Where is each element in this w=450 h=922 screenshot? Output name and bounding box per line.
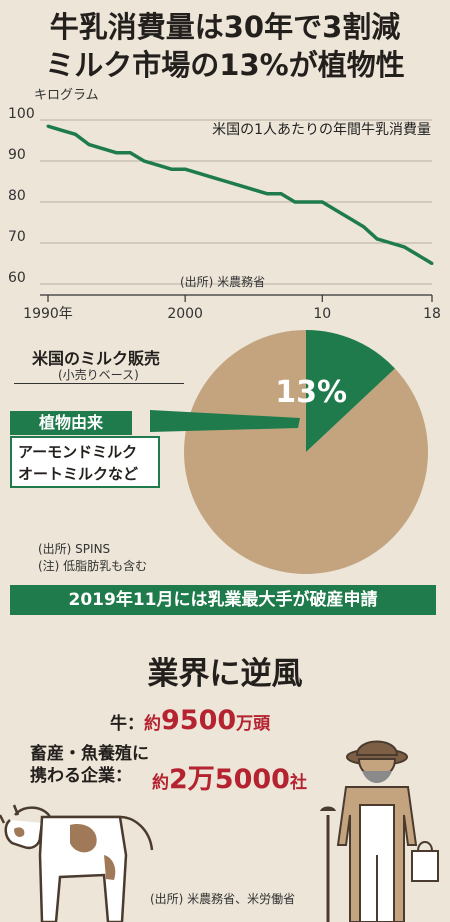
data-point: [279, 192, 283, 196]
y-tick-labels: 100 90 80 70 60: [8, 106, 35, 286]
data-point: [156, 163, 160, 167]
data-point: [73, 132, 77, 136]
data-point: [348, 216, 352, 220]
pie-source: (出所) SPINS: [38, 542, 111, 556]
business-unit: 社: [289, 773, 307, 793]
data-point: [197, 171, 201, 175]
callout-detail-line-2: オートミルクなど: [18, 465, 139, 483]
x-tick-label: 10: [313, 306, 331, 322]
business-value: 2万5000: [169, 764, 290, 795]
pie-slice-dairy: [183, 330, 428, 574]
callout-detail-box: アーモンドミルク オートミルクなど: [10, 436, 160, 488]
pie-chart-subtitle: (小売りベース): [58, 368, 139, 382]
business-label-line-2: 携わる企業：: [30, 766, 132, 786]
news-banner: 2019年11月には乳業最大手が破産申請: [10, 585, 436, 615]
business-count: 約2万5000社: [152, 757, 307, 796]
data-point: [238, 184, 242, 188]
headline-line-1: 牛乳消費量は30年で3割減: [49, 10, 401, 44]
y-tick-label: 80: [8, 188, 26, 204]
callout-detail-line-1: アーモンドミルク: [18, 443, 138, 461]
line-chart-title: 米国の1人あたりの年間牛乳消費量: [212, 122, 431, 138]
data-point: [375, 237, 379, 241]
data-point: [265, 192, 269, 196]
chart-grid: [40, 119, 432, 285]
x-tick-label: 1990年: [23, 306, 73, 322]
cow-illustration: [0, 804, 154, 922]
pie-note: (注) 低脂肪乳も含む: [38, 559, 148, 573]
y-tick-label: 90: [8, 147, 26, 163]
pie-chart-title: 米国のミルク販売: [32, 349, 161, 368]
business-label-block: 畜産・魚養殖に 携わる企業：: [30, 743, 149, 787]
data-point: [389, 241, 393, 245]
data-point: [416, 253, 420, 257]
x-tick-labels: 1990年 2000 10 18: [23, 295, 441, 322]
line-chart-source: (出所) 米農務省: [180, 275, 265, 289]
data-point: [403, 245, 407, 249]
data-point: [46, 124, 50, 128]
data-point: [87, 143, 91, 147]
data-point: [115, 151, 119, 155]
data-point: [142, 159, 146, 163]
industry-heading: 業界に逆風: [147, 656, 303, 692]
y-tick-label: 100: [8, 106, 35, 122]
data-point: [183, 167, 187, 171]
x-tick-label: 2000: [167, 306, 203, 322]
consumption-series-points: [46, 124, 434, 265]
cattle-value: 9500: [161, 705, 237, 736]
data-point: [101, 147, 105, 151]
line-chart: 100 90 80 70 60 キログラム 米国の1人あたりの年間牛乳消費量 (出所) …: [8, 88, 441, 322]
y-tick-label: 60: [8, 270, 26, 286]
pie-slice-plant-based: [306, 330, 395, 452]
data-point: [252, 188, 256, 192]
data-point: [169, 167, 173, 171]
headline-line-2: ミルク市場の13%が植物性: [45, 48, 405, 82]
data-point: [430, 262, 434, 265]
data-point: [320, 200, 324, 204]
callout-pointer: [150, 410, 300, 432]
cattle-prefix: 約: [144, 714, 161, 734]
data-point: [361, 225, 365, 229]
data-point: [334, 208, 338, 212]
data-point: [224, 180, 228, 183]
callout-label: 植物由来: [10, 411, 132, 435]
y-tick-label: 70: [8, 229, 26, 245]
data-point: [293, 200, 297, 204]
data-point: [307, 200, 311, 204]
title-underline: [14, 383, 184, 384]
business-label-line-1: 畜産・魚養殖に: [30, 744, 149, 764]
cattle-row: 牛：約9500万頭: [110, 705, 270, 736]
farmer-illustration: [320, 740, 439, 922]
data-point: [128, 151, 132, 155]
data-point: [60, 128, 64, 132]
cattle-unit: 万頭: [236, 714, 271, 734]
x-tick-label: 18: [423, 306, 441, 322]
y-unit-label: キログラム: [34, 88, 99, 103]
industry-source: (出所) 米農務省、米労働省: [150, 892, 296, 906]
data-point: [211, 175, 215, 179]
cattle-label: 牛：: [110, 714, 144, 734]
pie-chart: 13%: [150, 330, 428, 574]
pie-slice-percent-label: 13%: [275, 375, 347, 410]
business-prefix: 約: [152, 773, 169, 793]
